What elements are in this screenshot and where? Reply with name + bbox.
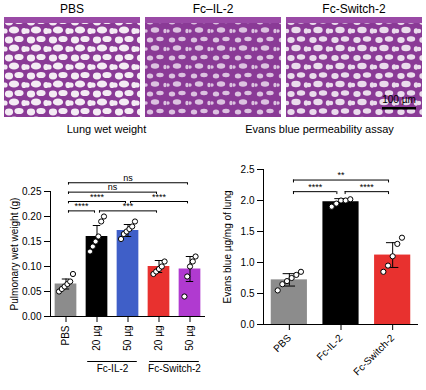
svg-text:20 µg: 20 µg xyxy=(91,326,102,351)
svg-text:50 µg: 50 µg xyxy=(122,326,133,351)
svg-text:PBS: PBS xyxy=(271,332,293,354)
svg-text:0.00: 0.00 xyxy=(22,311,42,322)
svg-text:****: **** xyxy=(360,182,375,192)
svg-text:1.0: 1.0 xyxy=(241,257,255,268)
html-text:Fc-Switch-2: Fc-Switch-2 xyxy=(322,2,386,16)
svg-text:Evans blue µg/mg of lung: Evans blue µg/mg of lung xyxy=(222,190,233,303)
svg-text:Fc-IL-2: Fc-IL-2 xyxy=(97,363,129,374)
svg-text:0.0: 0.0 xyxy=(241,319,255,330)
svg-text:ns: ns xyxy=(108,182,118,192)
svg-text:**: ** xyxy=(337,170,345,180)
svg-text:PBS: PBS xyxy=(60,325,71,345)
svg-text:0.25: 0.25 xyxy=(22,186,42,197)
svg-text:Fc-Switch-2: Fc-Switch-2 xyxy=(148,363,201,374)
svg-text:1.5: 1.5 xyxy=(241,226,255,237)
svg-text:50 µg: 50 µg xyxy=(184,326,195,351)
svg-text:0.5: 0.5 xyxy=(241,288,255,299)
svg-text:100 µm: 100 µm xyxy=(382,94,416,105)
svg-text:2.5: 2.5 xyxy=(241,164,255,175)
svg-text:0.10: 0.10 xyxy=(22,261,42,272)
svg-text:ns: ns xyxy=(123,173,133,183)
html-text:Fc–IL-2: Fc–IL-2 xyxy=(192,2,234,16)
html-text:Lung wet weight: Lung wet weight xyxy=(66,123,147,135)
svg-text:****: **** xyxy=(152,192,167,202)
html-text:PBS: PBS xyxy=(60,2,84,16)
svg-text:****: **** xyxy=(308,182,323,192)
svg-text:0.05: 0.05 xyxy=(22,286,42,297)
svg-text:***: *** xyxy=(123,201,134,211)
svg-text:0.20: 0.20 xyxy=(22,211,42,222)
html-text:Evans blue permeability assay: Evans blue permeability assay xyxy=(245,123,394,135)
svg-text:2.0: 2.0 xyxy=(241,195,255,206)
svg-text:20 µg: 20 µg xyxy=(153,326,164,351)
svg-text:Fc-Switch-2: Fc-Switch-2 xyxy=(351,332,396,377)
svg-text:****: **** xyxy=(90,192,105,202)
svg-text:0.15: 0.15 xyxy=(22,236,42,247)
svg-text:Pulmonary wet weight (g): Pulmonary wet weight (g) xyxy=(9,198,20,311)
svg-text:Fc-IL-2: Fc-IL-2 xyxy=(315,332,345,362)
svg-text:****: **** xyxy=(74,201,89,211)
